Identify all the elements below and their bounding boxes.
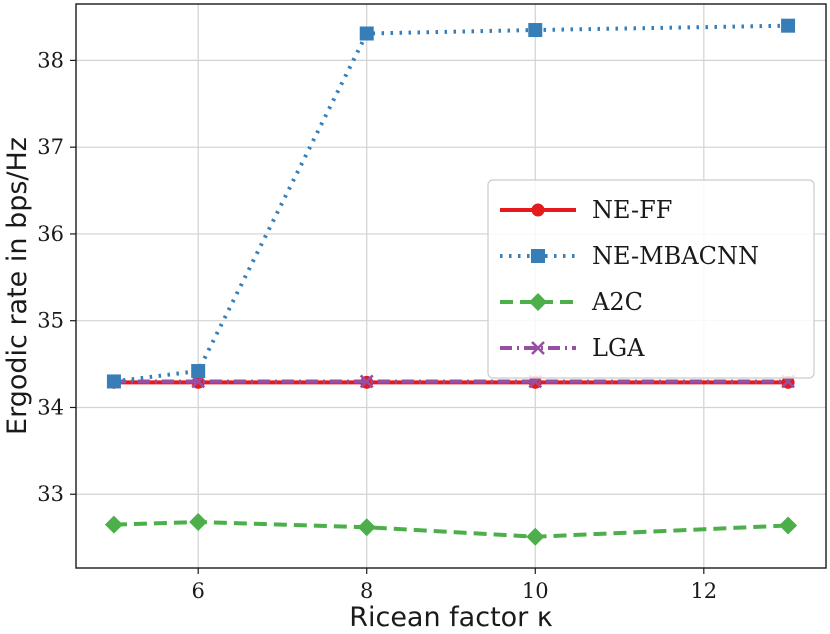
series-ne-mbacnn [106,18,796,389]
series-layer [104,18,798,546]
data-point [359,374,374,389]
legend-item: NE-FF [500,196,672,224]
legend-item: A2C [500,288,643,316]
data-point [779,516,798,535]
data-point [781,18,796,33]
x-tick-label: 12 [690,579,717,603]
legend-marker [529,293,547,311]
x-axis-label: Ricean factor κ [349,602,553,633]
legend: NE-FF NE-MBACNN A2C LGA [487,179,815,379]
legend-marker [531,203,545,217]
legend-box [487,179,815,379]
y-tick-label: 36 [37,222,64,246]
legend-label: A2C [591,288,643,316]
series-line [113,520,789,539]
y-tick-label: 34 [37,395,64,419]
legend-marker [531,249,545,263]
ticks: 6 8 10 12 33 34 35 36 37 38 [37,48,717,603]
y-tick-label: 33 [37,482,64,506]
plot-frame [75,3,827,569]
legend-label: NE-MBACNN [592,242,759,270]
y-axis-label: Ergodic rate in bps/Hz [2,137,33,435]
data-point [528,23,543,38]
y-tick-label: 38 [37,48,64,72]
grid [76,4,826,568]
x-tick-label: 8 [360,579,373,603]
data-point [106,374,121,389]
legend-item: NE-MBACNN [500,242,759,270]
data-point [526,527,545,546]
data-point [189,513,208,532]
legend-label: LGA [592,334,645,362]
y-tick-label: 37 [37,135,64,159]
legend-marker [531,341,545,355]
data-point [191,364,206,379]
x-tick-label: 10 [522,579,549,603]
y-tick-label: 35 [37,309,64,333]
series-a2c [104,513,798,546]
legend-label: NE-FF [592,196,672,224]
legend-item: LGA [500,334,645,362]
x-tick-label: 6 [192,579,205,603]
data-point [357,518,376,537]
data-point [104,515,123,534]
data-point [359,26,374,41]
